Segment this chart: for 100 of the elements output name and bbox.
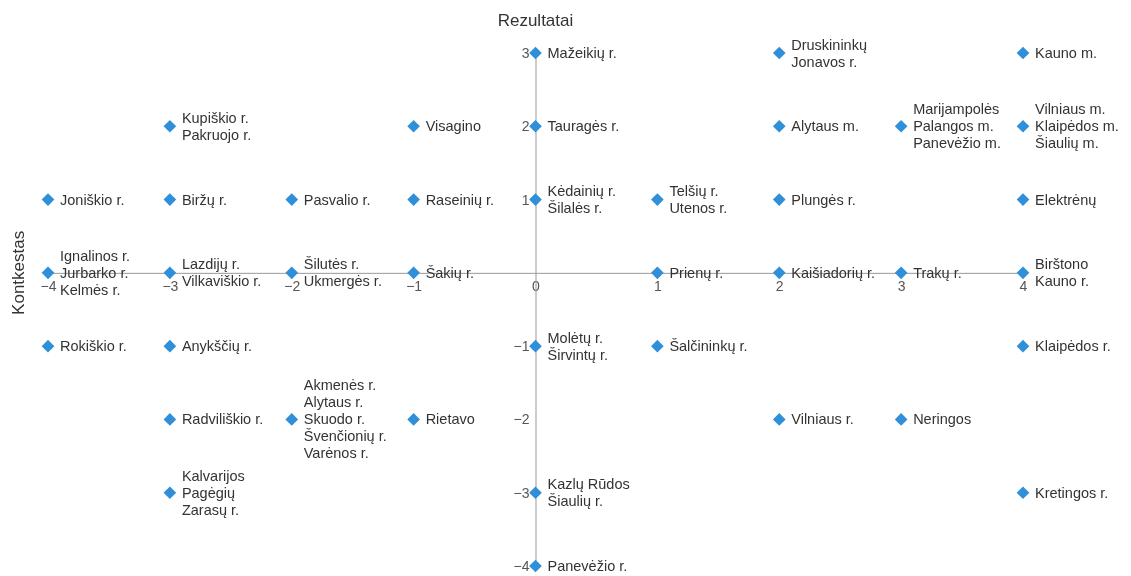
annotation: Visagino (425, 118, 481, 135)
point (163, 266, 177, 280)
annotation: Kelmės r. (60, 281, 121, 298)
annotation: Švenčionių r. (303, 428, 387, 445)
annotation: Šalčininkų r. (669, 338, 748, 355)
x-tick-label: −1 (406, 277, 423, 294)
point (894, 266, 908, 280)
annotation: Kauno r. (1035, 273, 1090, 290)
x-tick-label: 2 (775, 277, 784, 294)
point (163, 486, 177, 500)
point (529, 339, 542, 353)
point (163, 413, 177, 426)
annotation: Kupiškio r. (181, 109, 249, 126)
x-tick-label: −2 (284, 277, 301, 294)
point (772, 46, 786, 60)
point (163, 193, 177, 206)
point (285, 193, 299, 206)
annotation: Raseinių r. (425, 191, 495, 208)
y-axis-title: Kontkestas (9, 230, 28, 315)
point (407, 266, 420, 280)
point (894, 413, 908, 426)
annotation: Utenos r. (669, 200, 728, 217)
x-tick-label: −4 (40, 277, 57, 294)
annotation: Alytaus r. (303, 394, 364, 411)
point (772, 266, 786, 280)
annotation: Rietavo (425, 411, 475, 428)
annotation: Šakių r. (425, 264, 474, 281)
annotation: Plungės r. (791, 191, 856, 208)
annotation: Kretingos r. (1035, 484, 1109, 501)
annotation: Ukmergės r. (303, 273, 382, 290)
annotation: Vilkaviškio r. (181, 273, 262, 290)
point (407, 193, 420, 206)
annotation: Neringos (913, 411, 972, 428)
point (529, 46, 542, 60)
annotation: Druskininkų (791, 36, 867, 53)
x-tick-label: 3 (897, 277, 906, 294)
point (163, 339, 177, 353)
annotation: Varėnos r. (303, 445, 369, 462)
y-tick-label: 3 (521, 44, 530, 61)
annotation: Klaipėdos m. (1035, 118, 1119, 135)
annotation: Vilniaus m. (1035, 101, 1106, 118)
annotation: Šilalės r. (547, 200, 603, 217)
annotation: Šiaulių r. (547, 493, 604, 510)
point (1016, 193, 1030, 206)
point (41, 193, 55, 206)
point (285, 266, 299, 280)
annotation: Pagėgių (181, 484, 236, 501)
annotation: Biržų r. (181, 191, 227, 208)
annotation: Jonavos r. (791, 53, 858, 70)
annotation: Telšių r. (669, 183, 719, 200)
annotation: Širvintų r. (547, 346, 608, 363)
point (651, 193, 664, 206)
annotation: Panevėžio r. (547, 558, 628, 574)
annotation: Joniškio r. (60, 191, 125, 208)
annotation: Kazlų Rūdos (547, 476, 630, 493)
annotation: Klaipėdos r. (1035, 338, 1111, 355)
y-tick-label: −3 (513, 484, 530, 501)
annotation: Kauno m. (1035, 45, 1098, 61)
annotation: Trakų r. (913, 264, 962, 281)
y-tick-label: −4 (513, 557, 530, 574)
annotation: Elektrėnų (1035, 191, 1097, 208)
point (772, 193, 786, 206)
x-tick-label: 4 (1019, 277, 1028, 294)
point (529, 559, 542, 573)
annotation: Anykščių r. (181, 338, 252, 355)
annotation: Ignalinos r. (60, 247, 131, 264)
x-tick-label: 0 (532, 277, 541, 294)
annotation: Tauragės r. (547, 118, 620, 135)
annotation: Marijampolės (913, 101, 1000, 118)
point (894, 119, 908, 133)
annotation: Skuodo r. (303, 411, 366, 428)
annotation: Birštono (1035, 256, 1089, 273)
annotation: Pasvalio r. (303, 191, 371, 208)
point (651, 266, 664, 280)
annotation: Vilniaus r. (791, 411, 854, 428)
annotation: Palangos m. (913, 118, 994, 135)
point (529, 193, 542, 206)
annotation: Šiaulių m. (1035, 135, 1099, 152)
point (285, 413, 299, 426)
annotation: Pakruojo r. (181, 126, 252, 143)
point (529, 486, 542, 500)
point (1016, 486, 1030, 500)
annotation: Prienų r. (669, 264, 724, 281)
annotation: Rokiškio r. (60, 338, 127, 355)
point (407, 413, 420, 426)
annotation: Lazdijų r. (181, 256, 240, 273)
annotation: Akmenės r. (303, 377, 377, 394)
chart-title: Rezultatai (497, 11, 574, 30)
annotation: Kaišiadorių r. (791, 264, 876, 281)
point (163, 119, 177, 133)
annotation: Radviliškio r. (181, 411, 264, 428)
x-tick-label: −3 (162, 277, 179, 294)
point (1016, 339, 1030, 353)
annotation: Molėtų r. (547, 329, 604, 346)
annotation: Alytaus m. (791, 118, 859, 135)
annotation: Kalvarijos (181, 467, 245, 484)
point (772, 119, 786, 133)
point (41, 339, 55, 353)
y-tick-label: −1 (513, 338, 530, 355)
annotation: Kėdainių r. (547, 183, 617, 200)
